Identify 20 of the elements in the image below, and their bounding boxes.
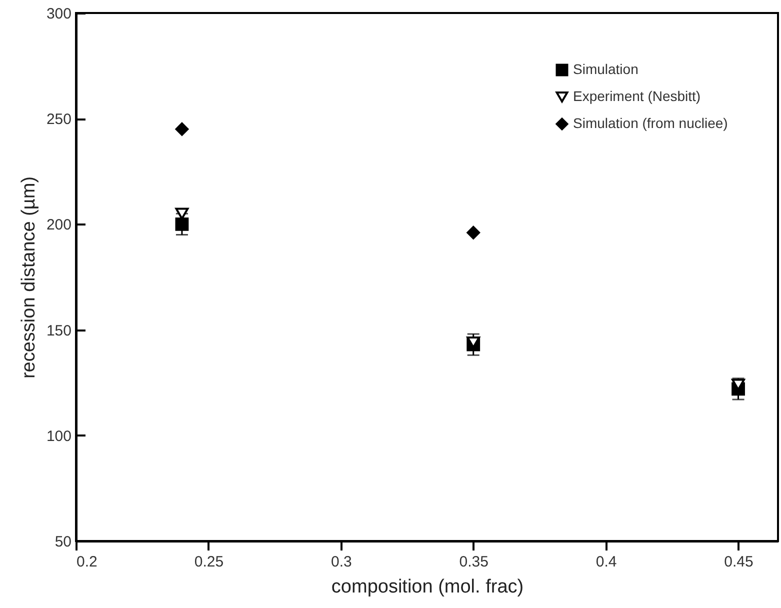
x-tick-label: 0.2 xyxy=(76,554,98,570)
x-tick-label: 0.4 xyxy=(596,554,617,570)
point xyxy=(175,122,189,136)
x-tick-label: 0.45 xyxy=(724,554,754,570)
y-axis-title: recession distance (µm) xyxy=(18,176,40,379)
y-tick-label: 200 xyxy=(46,216,72,234)
legend-label: Simulation (from nucliee) xyxy=(573,115,728,131)
x-tick-label: 0.3 xyxy=(330,554,352,570)
point xyxy=(175,218,189,231)
x-tick-label: 0.25 xyxy=(194,554,224,570)
y-tick-label: 300 xyxy=(46,6,72,22)
x-tick-label: 0.35 xyxy=(459,554,488,570)
y-tick-label: 250 xyxy=(46,111,72,128)
point xyxy=(466,226,480,240)
y-tick-label: 50 xyxy=(54,534,72,550)
y-tick-label: 100 xyxy=(46,428,72,445)
y-tick-label: 150 xyxy=(46,322,72,340)
x-axis-title: composition (mol. frac) xyxy=(331,576,524,598)
legend-label: Experiment (Nesbitt) xyxy=(573,88,701,104)
legend-label: Simulation xyxy=(573,61,638,77)
